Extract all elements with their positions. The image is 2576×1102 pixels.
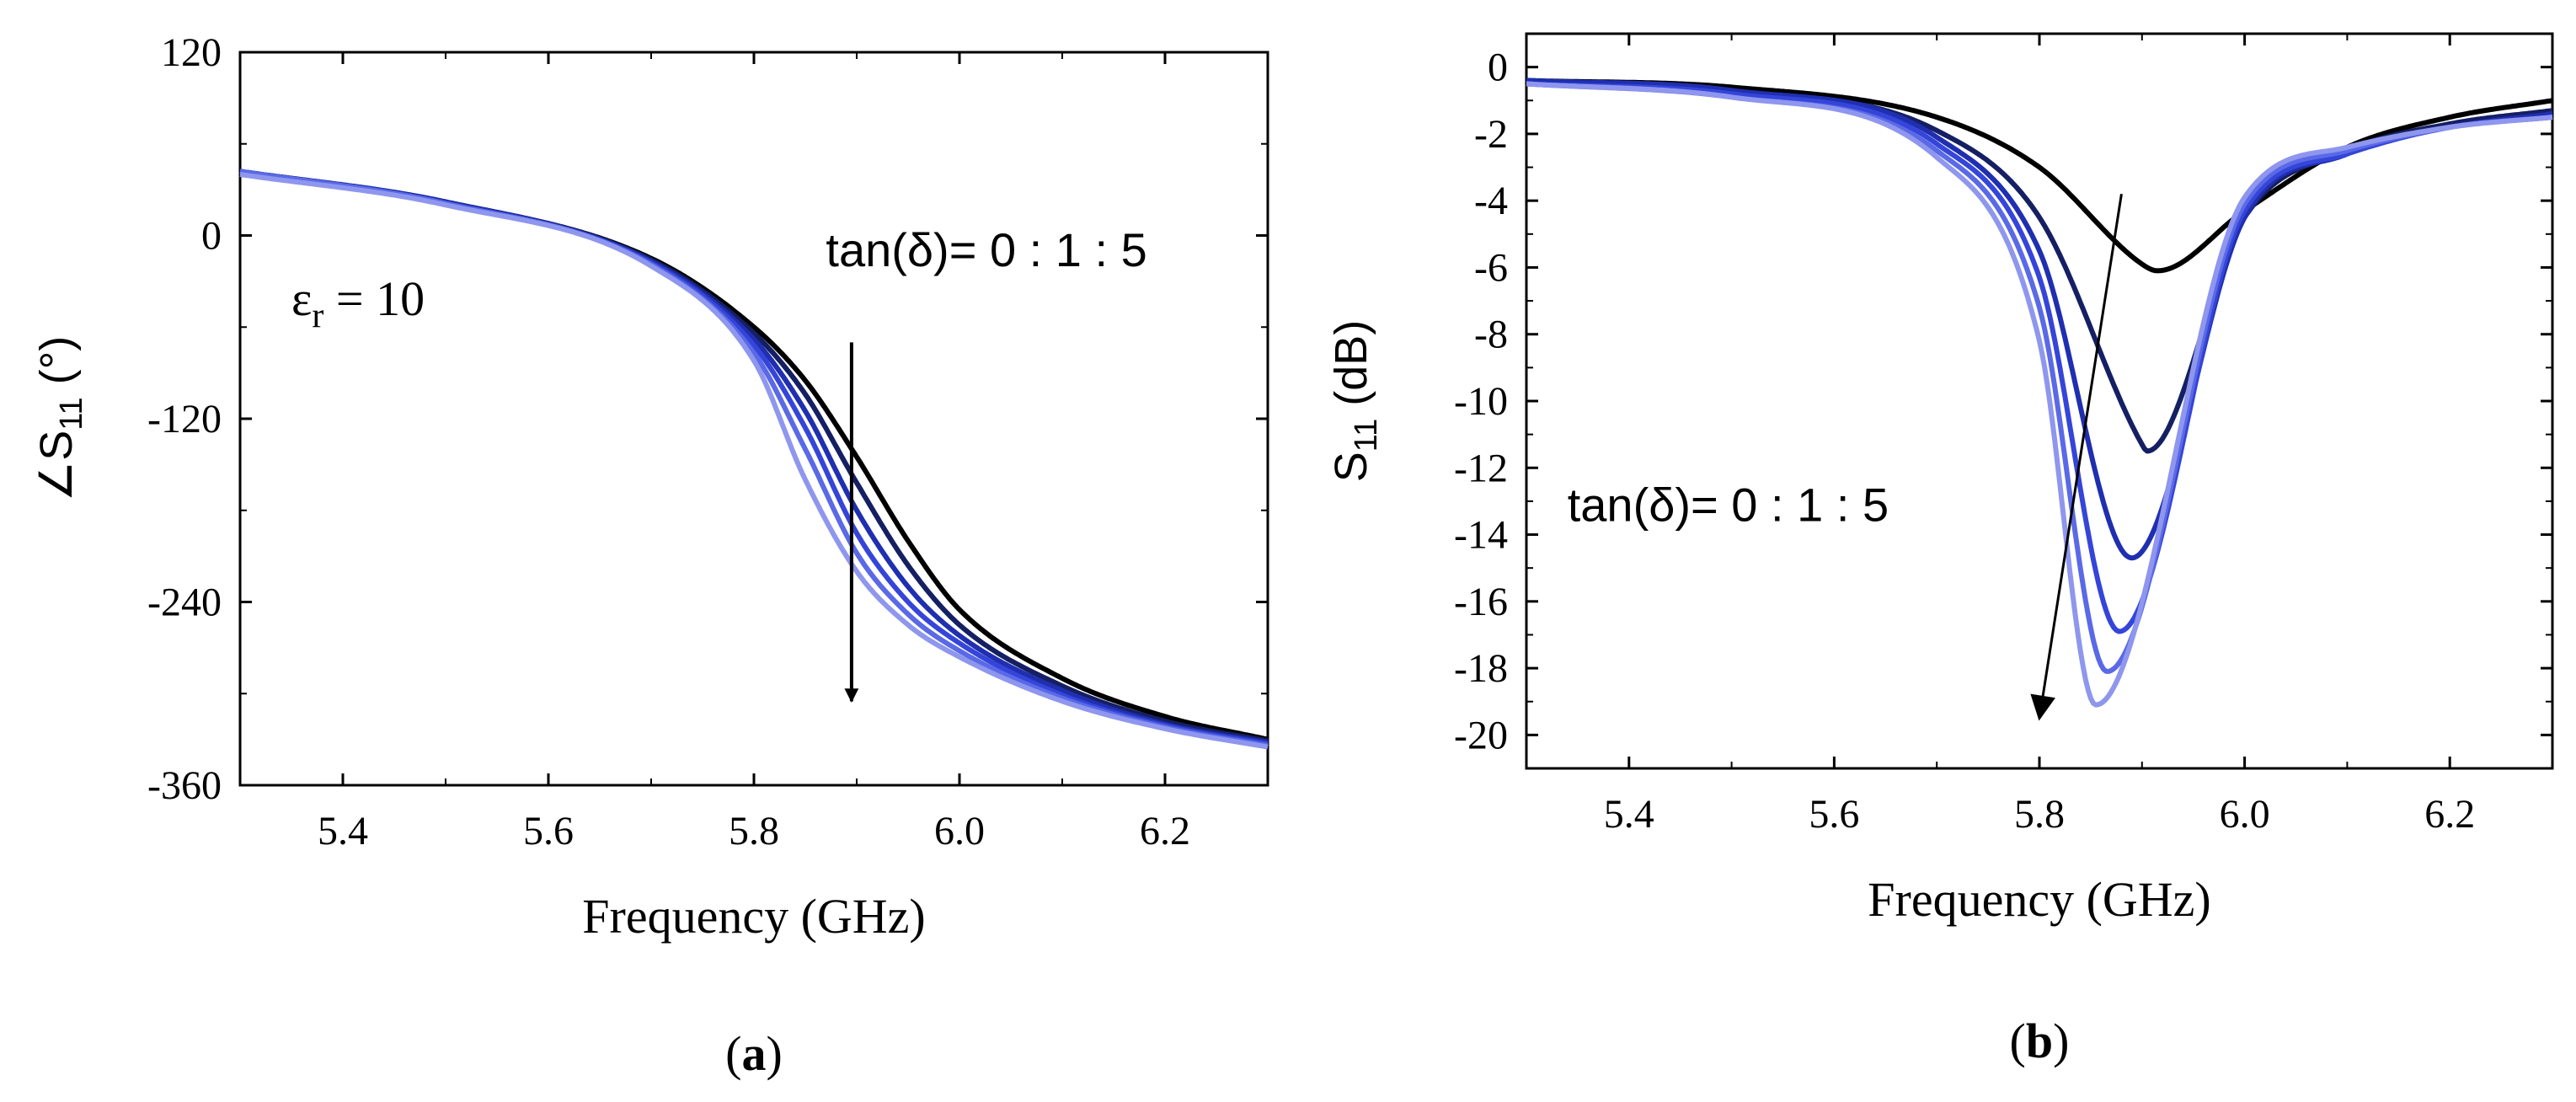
panel-b-chart: 5.4 5.6 5.8 6.0 6.2-20-18-16-14-12-10-8-6-4-…	[1326, 32, 2554, 1068]
panel-a-frame	[238, 51, 1269, 787]
panel-a-y-tick-label: 120	[161, 30, 222, 75]
panel-b-x-tick-label: 6.0	[2220, 792, 2270, 837]
panel-b-y-tick-label: -12	[1454, 446, 1508, 490]
panel-b-series-group	[1526, 78, 2553, 708]
panel-b-y-tick-label: -10	[1454, 379, 1508, 424]
panel-b-x-tick-label: 5.4	[1604, 792, 1654, 837]
panel-a-x-tick-label: 5.6	[523, 809, 574, 853]
panel-a-tan-annotation: tan(δ)= 0 : 1 : 5	[826, 223, 1146, 276]
panel-b-y-tick-label: -6	[1474, 245, 1508, 290]
panel-b-x-tick-label: 5.8	[2014, 792, 2065, 837]
panel-b-frame	[1525, 32, 2554, 770]
panel-a-x-tick-label: 5.8	[729, 809, 779, 853]
panel-b-x-axis-label: Frequency (GHz)	[1868, 872, 2210, 927]
panel-a-x-tick-label: 6.0	[934, 809, 985, 853]
panel-b-y-tick-label: -8	[1474, 313, 1508, 357]
panel-b-trend-arrow	[2030, 194, 2123, 721]
panel-a-series-group	[239, 169, 1269, 750]
panel-a-x-tick-label: 6.2	[1140, 809, 1190, 853]
panel-a-label: (a)	[725, 1026, 783, 1081]
panel-b-y-tick-label: -16	[1454, 580, 1508, 624]
panel-b-label: (b)	[2010, 1014, 2070, 1068]
panel-b-y-axis-label: S11 (dB)	[1326, 320, 1384, 483]
panel-a-chart: 5.4 5.6 5.8 6.0 6.2 -360 -240 -120 0 120 tan(δ)= …	[31, 30, 1269, 1081]
panel-b-series-0	[1526, 78, 2553, 274]
panel-b-y-tick-label: -14	[1454, 513, 1508, 558]
panel-b-series-4	[1526, 81, 2553, 674]
panel-a-y-tick-label: -360	[147, 763, 222, 808]
panel-a-epsilon-annotation: εr = 10	[291, 271, 425, 335]
panel-a-y-tick-label: -120	[147, 397, 222, 441]
panel-b-x-tick-label: 6.2	[2424, 792, 2475, 837]
panel-b-series-5	[1526, 81, 2553, 708]
panel-b-y-tick-label: -20	[1454, 713, 1508, 757]
panel-b-y-tick-label: 0	[1488, 45, 1508, 90]
panel-b-y-tick-label: -18	[1454, 646, 1508, 691]
panel-b-ticks-group: 5.4 5.6 5.8 6.0 6.2-20-18-16-14-12-10-8-6-4-…	[1454, 34, 2553, 837]
panel-a-x-tick-label: 5.4	[318, 809, 368, 853]
panel-a-y-tick-label: 0	[201, 214, 222, 259]
panel-a-ticks-group: 5.4 5.6 5.8 6.0 6.2 -360 -240 -120 0 120	[147, 30, 1269, 853]
panel-a-x-axis-label: Frequency (GHz)	[582, 889, 925, 944]
panel-a-y-tick-label: -240	[147, 580, 222, 625]
panel-b-x-tick-label: 5.6	[1809, 792, 1859, 837]
panel-a-series-5	[239, 172, 1269, 750]
panel-a-y-axis-label: ∠S11 (°)	[31, 336, 89, 501]
panel-b-y-tick-label: -4	[1474, 179, 1508, 223]
panel-b-y-tick-label: -2	[1474, 112, 1508, 157]
panel-b-tan-annotation: tan(δ)= 0 : 1 : 5	[1568, 479, 1889, 532]
